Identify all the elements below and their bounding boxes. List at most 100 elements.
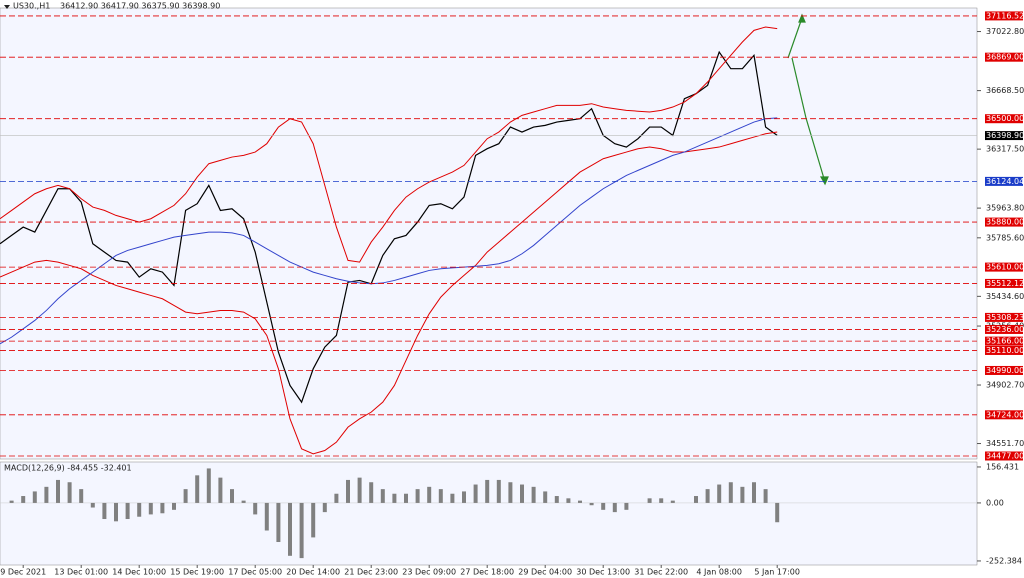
- histogram-bar: [717, 484, 722, 503]
- histogram-bar: [392, 493, 397, 503]
- histogram-bar: [624, 502, 629, 510]
- histogram-bar: [752, 482, 756, 503]
- histogram-bar: [404, 493, 408, 503]
- level-label: 35236.00: [986, 325, 1024, 334]
- histogram-bar: [276, 502, 281, 543]
- histogram-bar: [520, 484, 524, 503]
- y-tick-label: 35963.80: [986, 204, 1024, 213]
- last-price-label: 36398.90: [986, 131, 1024, 140]
- histogram-bar: [380, 489, 385, 503]
- histogram-bar: [543, 491, 548, 503]
- histogram-bar: [728, 482, 733, 503]
- histogram-bar: [172, 502, 176, 510]
- ohlc-readout: 36412.90 36417.90 36375.90 36398.90: [60, 2, 220, 11]
- histogram-bar: [647, 498, 652, 503]
- level-label-bg: [985, 410, 1023, 420]
- x-tick-label: 23 Dec 09:00: [402, 568, 456, 577]
- x-tick-label: 27 Dec 18:00: [460, 568, 514, 577]
- y-tick-label: -252.384: [986, 556, 1022, 565]
- y-tick-label: 0.00: [986, 498, 1004, 507]
- macd-panel: [0, 461, 978, 566]
- series-line: [0, 131, 778, 455]
- level-label-bg: [985, 312, 1023, 322]
- level-label-bg: [985, 262, 1023, 272]
- y-tick-label: 34902.70: [986, 381, 1024, 390]
- histogram-bar: [659, 498, 664, 503]
- histogram-bar: [183, 489, 188, 503]
- histogram-bar: [44, 486, 49, 503]
- histogram-bar: [485, 479, 490, 503]
- histogram-bar: [775, 502, 780, 523]
- level-label-bg: [985, 217, 1023, 227]
- histogram-bar: [102, 502, 107, 520]
- menu-arrow[interactable]: [4, 5, 10, 9]
- level-label: 36500.00: [986, 114, 1024, 123]
- level-label: 34990.00: [986, 366, 1024, 375]
- histogram-bar: [554, 496, 559, 503]
- histogram-bar: [578, 500, 582, 503]
- histogram-bar: [253, 502, 258, 515]
- histogram-bar: [21, 496, 26, 503]
- x-tick-label: 5 Jan 17:00: [754, 568, 800, 577]
- histogram-bar: [508, 482, 513, 503]
- histogram-bar: [763, 489, 768, 503]
- histogram-bar: [566, 498, 571, 503]
- level-label-bg: [985, 114, 1023, 124]
- series-line: [0, 50, 778, 404]
- y-tick-label: 36668.50: [986, 86, 1024, 95]
- x-tick-label: 13 Dec 01:00: [54, 568, 108, 577]
- histogram-bar: [206, 468, 211, 503]
- histogram-bar: [79, 489, 84, 503]
- level-label-bg: [985, 52, 1023, 62]
- level-label: 35308.23: [986, 313, 1024, 322]
- histogram-bar: [589, 502, 594, 506]
- histogram-bar: [230, 489, 234, 503]
- histogram-bar: [264, 502, 269, 531]
- histogram-bar: [357, 477, 362, 503]
- x-tick-label: 15 Dec 19:00: [170, 568, 224, 577]
- arrow: [805, 117, 826, 183]
- level-label-bg: [985, 324, 1023, 334]
- level-label-bg: [985, 11, 1023, 21]
- histogram-bar: [125, 502, 130, 520]
- level-label-bg: [985, 278, 1023, 288]
- level-label-bg: [985, 365, 1023, 375]
- macd-title: MACD(12,26,9) -84.455 -32.401: [4, 464, 132, 473]
- y-tick-label: 34551.70: [986, 439, 1024, 448]
- level-label: 35880.00: [986, 218, 1024, 227]
- histogram-bar: [90, 502, 95, 508]
- histogram-bar: [311, 502, 316, 538]
- histogram-bar: [218, 477, 223, 503]
- histogram-bar: [114, 502, 118, 522]
- level-label-bg: [985, 176, 1023, 186]
- x-tick-label: 21 Dec 23:00: [344, 568, 398, 577]
- histogram-bar: [137, 502, 142, 517]
- histogram-bar: [32, 491, 37, 503]
- price-panel: [0, 7, 978, 460]
- x-tick-label: 9 Dec 2021: [0, 568, 46, 577]
- y-tick-label: 37022.80: [986, 27, 1024, 36]
- histogram-bar: [9, 500, 14, 503]
- y-tick-label: 35434.60: [986, 292, 1024, 301]
- histogram-bar: [740, 486, 745, 503]
- histogram-bar: [56, 479, 60, 503]
- level-label-bg: [985, 451, 1023, 461]
- histogram-bar: [415, 489, 420, 503]
- level-label-bg: [985, 336, 1023, 346]
- x-tick-label: 14 Dec 10:00: [112, 568, 166, 577]
- x-tick-label: 31 Dec 22:00: [634, 568, 688, 577]
- histogram-bar: [299, 502, 304, 559]
- level-label: 36869.00: [986, 53, 1024, 62]
- symbol-title: US30.,H1: [13, 2, 50, 11]
- arrow-head: [798, 13, 806, 23]
- level-label: 34724.00: [986, 410, 1024, 419]
- histogram-bar: [473, 484, 478, 503]
- histogram-bar: [241, 500, 246, 503]
- histogram-bar: [148, 502, 153, 515]
- histogram-bar: [427, 486, 432, 503]
- level-label: 35512.12: [986, 279, 1024, 288]
- x-tick-label: 29 Dec 04:00: [518, 568, 572, 577]
- y-tick-label: 35785.60: [986, 233, 1024, 242]
- histogram-bar: [346, 479, 350, 503]
